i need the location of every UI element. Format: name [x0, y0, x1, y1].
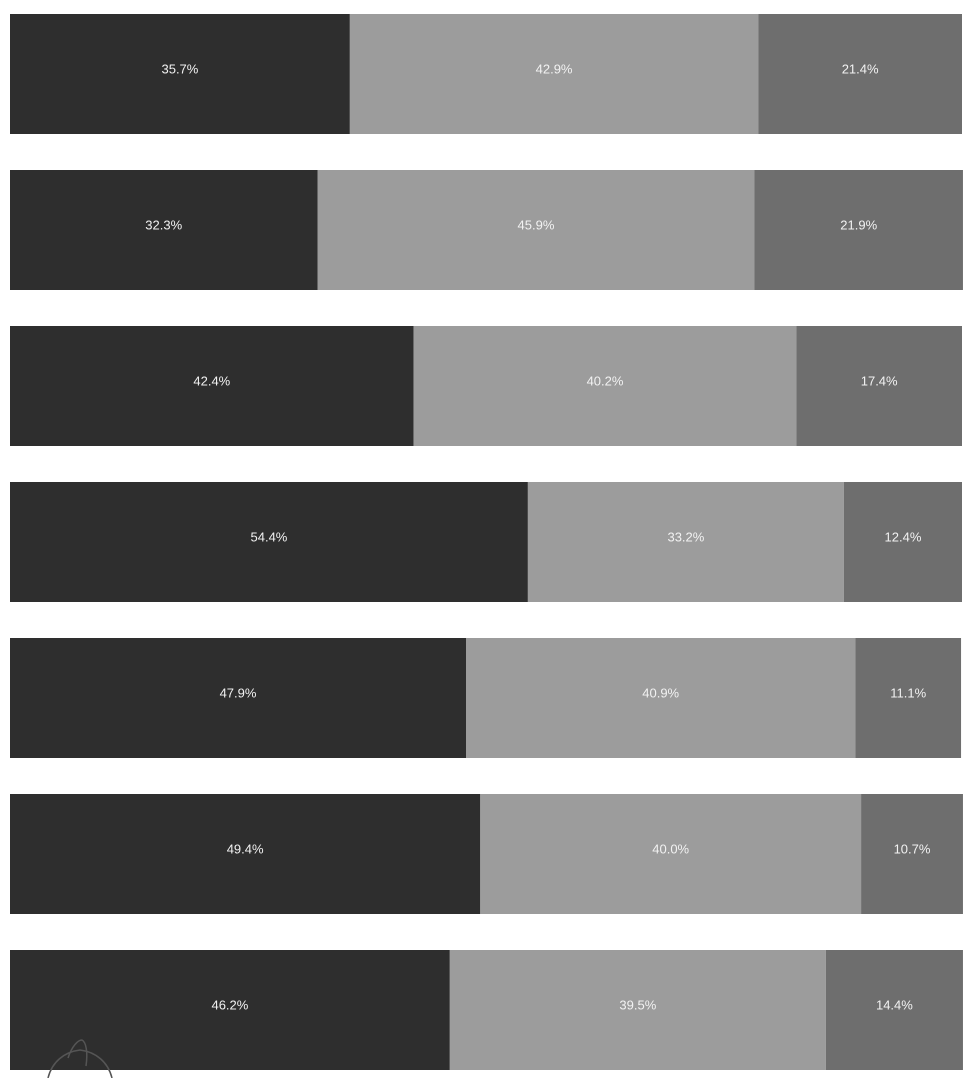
data-label-row7-series2: 39.5%: [619, 997, 656, 1012]
bar-segment-row1-series3: [758, 14, 962, 134]
data-label-row1-series2: 42.9%: [536, 61, 573, 76]
stamp-mark: [47, 1039, 113, 1078]
bar-segment-row4-series3: [843, 482, 962, 602]
bar-segment-row3-series2: [413, 326, 797, 446]
data-label-row2-series2: 45.9%: [518, 217, 555, 232]
data-label-row4-series3: 12.4%: [885, 529, 922, 544]
bar-segment-row5-series1: [10, 638, 467, 758]
bar-segment-row5-series2: [466, 638, 856, 758]
data-label-row1-series3: 21.4%: [842, 61, 879, 76]
data-label-row4-series1: 54.4%: [251, 529, 288, 544]
bar-segment-row2-series3: [754, 170, 963, 290]
data-label-row1-series1: 35.7%: [161, 61, 198, 76]
data-label-row6-series2: 40.0%: [652, 841, 689, 856]
data-label-row2-series1: 32.3%: [145, 217, 182, 232]
labels-layer: 35.7% 42.9% 21.4% 32.3% 45.9% 21.9% 42.4% 40.2%…: [145, 61, 931, 1012]
bar-segment-row1-series2: [349, 14, 759, 134]
bar-segment-row2-series2: [317, 170, 755, 290]
data-label-row6-series1: 49.4%: [227, 841, 264, 856]
data-label-row3-series1: 42.4%: [193, 373, 230, 388]
data-label-row2-series3: 21.9%: [840, 217, 877, 232]
bar-segment-row7-series3: [825, 950, 963, 1070]
data-label-row3-series2: 40.2%: [587, 373, 624, 388]
bar-segment-row1-series1: [10, 14, 350, 134]
bar-segment-row7-series2: [449, 950, 826, 1070]
bar-segment-row5-series3: [855, 638, 962, 758]
bars-layer: [10, 14, 963, 1070]
bar-segment-row6-series1: [10, 794, 481, 914]
data-label-row4-series2: 33.2%: [667, 529, 704, 544]
bar-segment-row3-series3: [796, 326, 962, 446]
bar-segment-row4-series1: [10, 482, 528, 602]
bar-segment-row4-series2: [527, 482, 844, 602]
data-label-row5-series1: 47.9%: [220, 685, 257, 700]
bar-segment-row3-series1: [10, 326, 414, 446]
data-label-row3-series3: 17.4%: [861, 373, 898, 388]
data-label-row6-series3: 10.7%: [894, 841, 931, 856]
data-label-row7-series1: 46.2%: [211, 997, 248, 1012]
bar-segment-row6-series3: [861, 794, 963, 914]
bar-segment-row6-series2: [480, 794, 862, 914]
data-label-row7-series3: 14.4%: [876, 997, 913, 1012]
bar-segment-row2-series1: [10, 170, 318, 290]
data-label-row5-series3: 11.1%: [890, 685, 926, 700]
data-label-row5-series2: 40.9%: [642, 685, 679, 700]
